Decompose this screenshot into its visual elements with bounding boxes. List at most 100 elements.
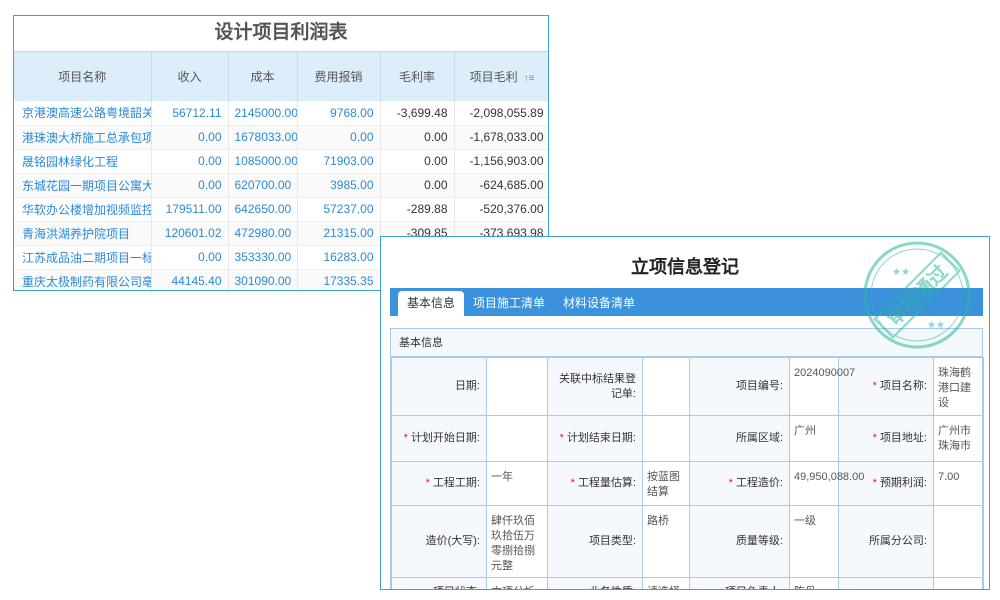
- form-row: * 计划开始日期: * 计划结束日期: 所属区域: 广州 * 项目地址: 广州市珠海市: [391, 415, 984, 462]
- field-value[interactable]: 广州: [789, 415, 839, 462]
- label-text: 项目编号:: [735, 380, 783, 392]
- column-header[interactable]: 成本: [228, 52, 298, 101]
- field-value[interactable]: [486, 415, 548, 462]
- cell: 44145.40: [151, 269, 229, 290]
- cell: 120601.02: [151, 221, 229, 246]
- label-text: 关联中标结果登记单:: [559, 372, 636, 400]
- column-header[interactable]: 收入: [151, 52, 229, 101]
- column-header-label: 毛利率: [398, 70, 435, 84]
- field-value[interactable]: 请选择: [642, 577, 690, 589]
- cell: 57237.00: [297, 197, 381, 222]
- cell: 472980.00: [228, 221, 298, 246]
- required-marker: *: [872, 477, 877, 489]
- column-header[interactable]: 毛利率: [380, 52, 455, 101]
- column-header-label: 费用报销: [314, 70, 363, 84]
- column-header[interactable]: 项目名称: [14, 52, 152, 101]
- field-label: * 计划开始日期:: [391, 415, 487, 462]
- project-name-link[interactable]: 港珠澳大桥施工总承包项目: [14, 125, 152, 150]
- label-text: 质量等级:: [735, 535, 783, 547]
- column-header[interactable]: 费用报销: [297, 52, 381, 101]
- table-row[interactable]: 晟铭园林绿化工程 0.00 1085000.00 71903.00 0.00 -1,156…: [14, 149, 548, 174]
- tab-construction-list[interactable]: 项目施工清单: [473, 296, 546, 310]
- label-text: 所属分公司:: [868, 535, 927, 547]
- cell: 2145000.00: [228, 101, 298, 126]
- required-marker: *: [728, 477, 733, 489]
- field-label: 项目负责人:: [689, 577, 790, 589]
- cell: 21315.00: [297, 221, 381, 246]
- field-value[interactable]: 路桥: [642, 505, 690, 578]
- label-text: 项目负责人:: [725, 586, 783, 589]
- field-value[interactable]: [642, 357, 690, 416]
- cell: -1,156,903.00: [454, 149, 548, 174]
- field-value[interactable]: 49,950,088.00: [789, 461, 864, 506]
- project-name-link[interactable]: 青海洪湖养护院项目: [14, 221, 152, 246]
- tab-material-list[interactable]: 材料设备清单: [563, 296, 636, 310]
- tab-basic-info[interactable]: 基本信息: [398, 291, 465, 316]
- form-row: * 工程工期: 一年 * 工程量估算: 按蓝图结算 * 工程造价: 49,950,088.00 *…: [391, 461, 984, 506]
- cell: -2,098,055.89: [454, 101, 548, 126]
- label-text: 工程造价:: [735, 477, 783, 489]
- field-value[interactable]: 一级: [789, 505, 839, 578]
- field-label: 关联中标结果登记单:: [547, 357, 643, 416]
- project-name-link[interactable]: 京港澳高速公路粤境韶关至: [14, 101, 152, 126]
- profit-report-panel: 设计项目利润表 项目名称 收入 成本 费用报销 毛利率 项目毛利 ↑≡ 京港澳高速公路粤境韶…: [13, 15, 549, 291]
- project-name-link[interactable]: 重庆太极制药有限公司亳州: [14, 269, 152, 290]
- sort-icon[interactable]: ↑≡: [523, 73, 535, 84]
- field-value[interactable]: [933, 577, 984, 589]
- field-value[interactable]: 7.00: [933, 461, 984, 506]
- column-header-label: 收入: [177, 70, 202, 84]
- field-label: * 工程造价:: [689, 461, 790, 506]
- label-text: 工程工期:: [432, 477, 480, 489]
- project-name-link[interactable]: 东城花园一期项目公寓大堂: [14, 173, 152, 198]
- field-value[interactable]: 2024090007: [789, 357, 855, 416]
- table-row[interactable]: 华软办公楼增加视频监控项179511.00642650.0057237.00-2…: [14, 197, 548, 222]
- project-name-link[interactable]: 江苏成品油二期项目一标段: [14, 245, 152, 270]
- cell: 1678033.00: [228, 125, 298, 150]
- cell: 0.00: [380, 149, 455, 174]
- svg-text:★★: ★★: [927, 320, 945, 331]
- required-marker: *: [403, 432, 408, 444]
- approved-stamp: 审核通过 ★★ ★★: [863, 241, 971, 349]
- cell: 0.00: [151, 245, 229, 270]
- table-row[interactable]: 港珠澳大桥施工总承包项目0.001678033.000.000.00-1,678…: [14, 125, 548, 150]
- cell: -624,685.00: [454, 173, 548, 198]
- field-value[interactable]: 肆仟玖佰玖拾伍万零捌拾捌元整: [486, 505, 548, 578]
- field-label: 业务性质:: [547, 577, 643, 589]
- field-value[interactable]: 陈丹: [789, 577, 839, 589]
- label-text: 业务性质:: [589, 586, 636, 589]
- column-header-label: 项目毛利: [469, 70, 518, 84]
- cell: 642650.00: [228, 197, 298, 222]
- field-value[interactable]: [642, 415, 690, 462]
- project-name-link[interactable]: 华软办公楼增加视频监控项: [14, 197, 152, 222]
- field-value[interactable]: [933, 505, 984, 578]
- label-text: 造价(大写):: [425, 535, 480, 547]
- field-value[interactable]: 一年: [486, 461, 548, 506]
- field-label: 质量等级:: [689, 505, 790, 578]
- table-row[interactable]: 京港澳高速公路粤境韶关至56712.112145000.009768.00-3,…: [14, 101, 548, 126]
- cell: 353330.00: [228, 245, 298, 270]
- field-label: * 项目地址:: [838, 415, 934, 462]
- cell: 0.00: [380, 125, 455, 150]
- required-marker: *: [559, 432, 564, 444]
- cell: 179511.00: [151, 197, 229, 222]
- project-registration-panel: 立项信息登记 基本信息 项目施工清单 材料设备清单 基本信息 日期: 关联中标结果…: [380, 236, 990, 590]
- field-label: * 计划结束日期:: [547, 415, 643, 462]
- cell: -3,699.48: [380, 101, 455, 126]
- label-text: 项目状态:: [433, 586, 480, 589]
- table-row[interactable]: 东城花园一期项目公寓大堂0.00620700.003985.000.00-624…: [14, 173, 548, 198]
- cell: 0.00: [380, 173, 455, 198]
- label-text: 项目地址:: [879, 432, 927, 444]
- field-value[interactable]: 珠海鹤港口建设: [933, 357, 984, 416]
- basic-info-section: 基本信息 日期: 关联中标结果登记单: 项目编号: 2024090007 * 项目名称: 珠…: [390, 328, 984, 589]
- form-row: 日期: 关联中标结果登记单: 项目编号: 2024090007 * 项目名称: 珠海鹤港口建…: [391, 357, 984, 416]
- field-value[interactable]: 立项分析: [486, 577, 548, 589]
- field-value[interactable]: [486, 357, 548, 416]
- project-name-link[interactable]: 晟铭园林绿化工程: [14, 149, 152, 174]
- column-header[interactable]: 项目毛利 ↑≡: [454, 52, 548, 101]
- cell: 0.00: [151, 149, 229, 174]
- field-value[interactable]: 按蓝图结算: [642, 461, 690, 506]
- cell: 71903.00: [297, 149, 381, 174]
- field-value[interactable]: 广州市珠海市: [933, 415, 984, 462]
- field-label: 所属区域:: [689, 415, 790, 462]
- label-text: 计划开始日期:: [410, 432, 480, 444]
